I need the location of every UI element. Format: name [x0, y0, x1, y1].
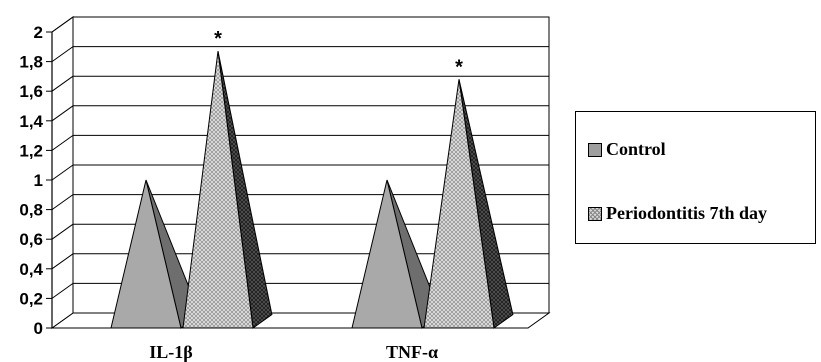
y-tick-label: 0,6 — [19, 230, 43, 249]
gridline-side — [51, 194, 74, 211]
legend-label-control: Control — [606, 139, 666, 159]
y-axis: 0 0,2 0,4 0,6 0,8 1 1,2 1,4 1,6 1,8 2 — [19, 23, 53, 338]
y-tick-label: 1,4 — [19, 112, 43, 131]
legend-label-periodontitis: Periodontitis 7th day — [606, 203, 768, 223]
y-tick-label: 0,8 — [19, 201, 43, 220]
bar-control-0 — [110, 179, 201, 329]
x-tick-label: TNF-α — [386, 342, 438, 362]
data-marks: ** — [110, 28, 514, 329]
bar-front-face — [182, 51, 254, 329]
y-tick-label: 0,2 — [19, 289, 43, 308]
significance-marker: * — [214, 28, 222, 50]
bar-periodontitis-1 — [423, 79, 514, 329]
y-tick-label: 1,6 — [19, 82, 43, 101]
x-tick-label: IL-1β — [149, 342, 193, 362]
gridline-side — [51, 105, 74, 122]
gridline-side — [51, 16, 74, 33]
significance-marker: * — [455, 56, 463, 78]
gridline-side — [51, 164, 74, 181]
gridline-side — [51, 253, 74, 270]
legend-item-periodontitis: Periodontitis 7th day — [588, 203, 767, 224]
gridline-side — [51, 46, 74, 63]
bar-front-face — [351, 179, 423, 329]
legend-item-control: Control — [588, 139, 666, 160]
legend: Control Periodontitis 7th day — [575, 111, 816, 244]
bar-periodontitis-0 — [182, 51, 273, 329]
y-tick-label: 1,8 — [19, 53, 43, 72]
gridline-side — [51, 223, 74, 240]
y-tick-label: 1,2 — [19, 141, 43, 160]
x-axis: IL-1β TNF-α — [149, 342, 438, 362]
gridline-side — [51, 282, 74, 299]
y-tick-label: 0 — [34, 319, 43, 338]
y-tick-label: 0,4 — [19, 260, 43, 279]
gridline-side — [51, 134, 74, 151]
y-tick-label: 1 — [34, 171, 43, 190]
legend-swatch-periodontitis — [588, 206, 602, 221]
bar-front-face — [110, 179, 182, 329]
bar-front-face — [423, 79, 495, 329]
gridline-side — [51, 75, 74, 92]
legend-swatch-control — [588, 142, 602, 157]
y-tick-label: 2 — [34, 23, 43, 42]
